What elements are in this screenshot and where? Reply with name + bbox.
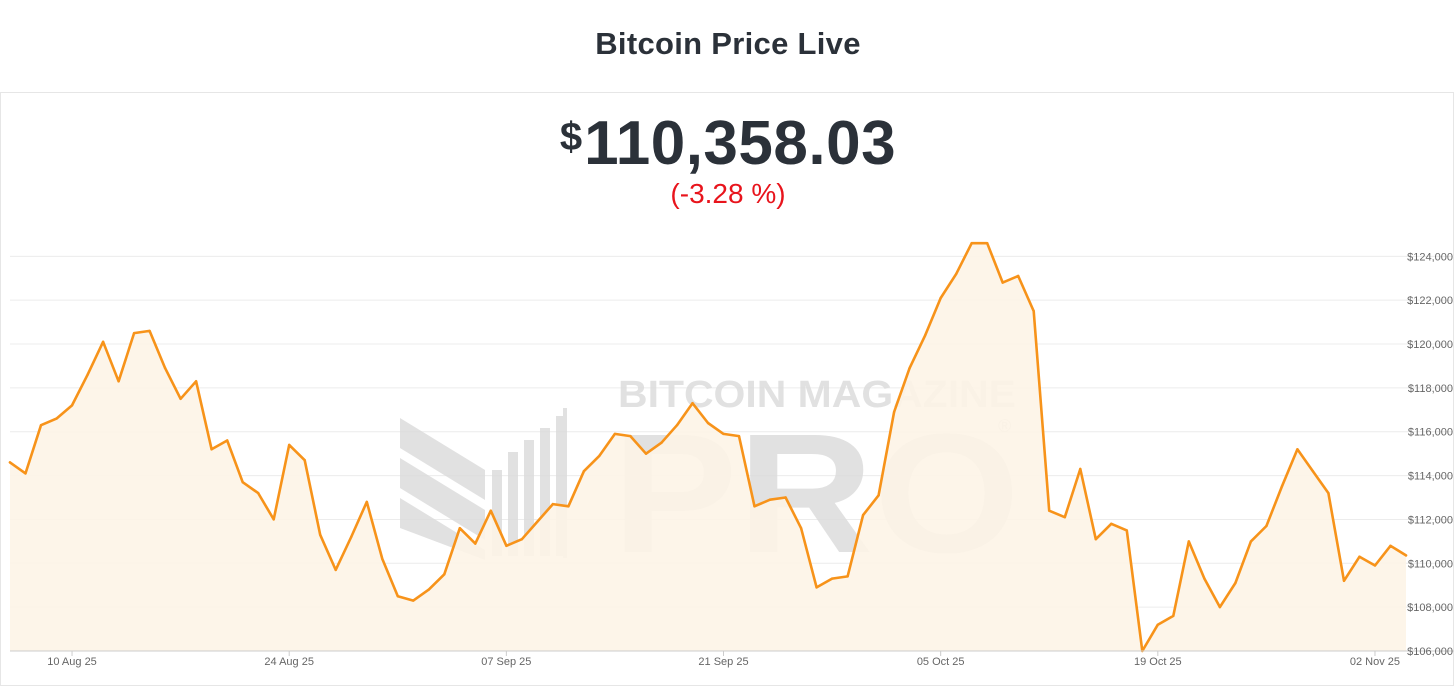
y-tick-label: $120,000 <box>1407 339 1453 351</box>
price-display: $110,358.03 <box>0 108 1456 179</box>
x-tick-label: 02 Nov 25 <box>1350 656 1400 668</box>
y-axis-ticks: $106,000 $108,000 $110,000 $112,000 $114,000… <box>1407 251 1453 658</box>
price-change: (-3.28 %) <box>670 178 786 209</box>
price-line[interactable] <box>8 241 1408 653</box>
y-tick-label: $116,000 <box>1408 427 1453 439</box>
currency-symbol: $ <box>559 115 583 159</box>
y-tick-label: $124,000 <box>1407 251 1453 263</box>
y-tick-label: $118,000 <box>1408 383 1453 395</box>
x-tick-label: 21 Sep 25 <box>698 656 748 668</box>
x-axis-ticks: 10 Aug 25 24 Aug 25 07 Sep 25 21 Sep 25 05 O… <box>47 651 1400 668</box>
y-tick-label: $106,000 <box>1407 646 1453 658</box>
y-tick-label: $114,000 <box>1408 471 1453 483</box>
x-tick-label: 19 Oct 25 <box>1134 656 1182 668</box>
page-title: Bitcoin Price Live <box>595 26 861 61</box>
x-tick-label: 05 Oct 25 <box>917 656 965 668</box>
y-tick-label: $112,000 <box>1408 514 1453 526</box>
x-tick-label: 24 Aug 25 <box>264 656 314 668</box>
y-tick-label: $108,000 <box>1407 602 1453 614</box>
x-tick-label: 07 Sep 25 <box>481 656 531 668</box>
price-value: 110,358.03 <box>584 109 897 178</box>
x-tick-label: 10 Aug 25 <box>47 656 97 668</box>
y-tick-label: $110,000 <box>1408 558 1453 570</box>
price-area-fill <box>10 243 1406 651</box>
y-tick-label: $122,000 <box>1407 295 1453 307</box>
